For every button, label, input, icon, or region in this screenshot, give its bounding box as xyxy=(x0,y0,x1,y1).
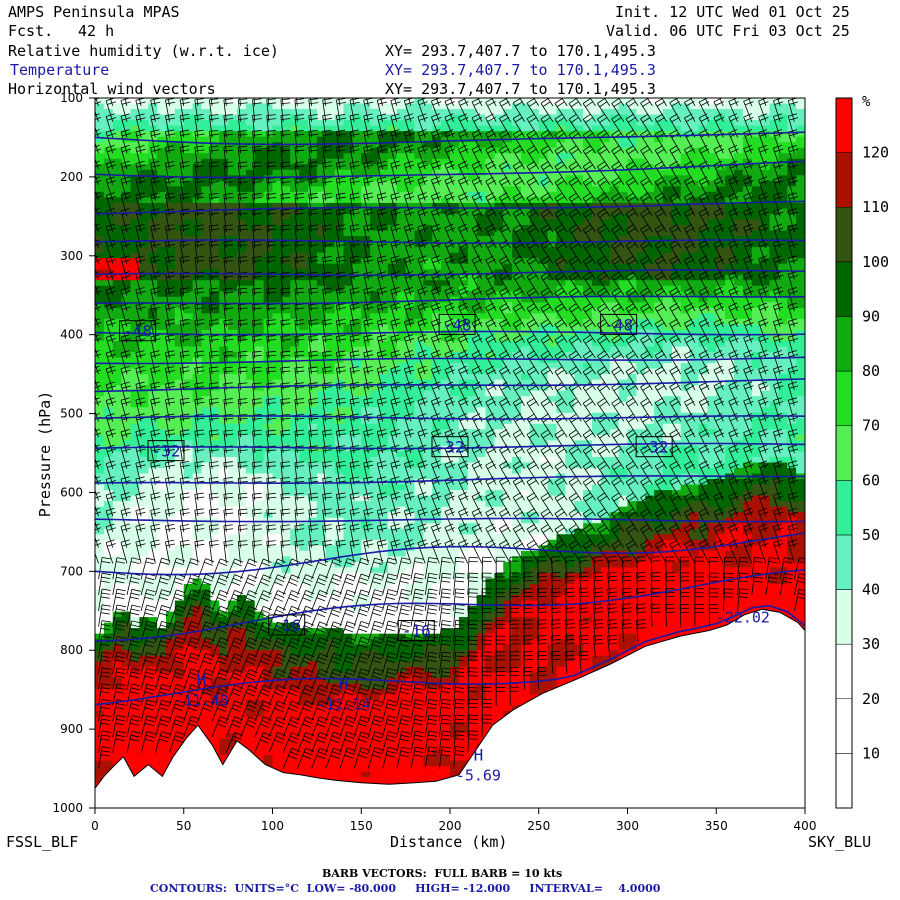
y-axis-label: Pressure (hPa) xyxy=(36,390,54,518)
colorbar-label-100: 100 xyxy=(862,253,889,271)
colorbar-label-30: 30 xyxy=(862,635,880,653)
contour-label-7: -16 xyxy=(397,620,435,641)
contour-label-3: -32 xyxy=(147,440,185,462)
colorbar-label-60: 60 xyxy=(862,471,880,489)
contour-label-2: -48 xyxy=(600,313,638,335)
y-tick-700: 700 xyxy=(60,564,83,578)
temperature-contours xyxy=(95,131,805,706)
colorbar-bin-4 xyxy=(835,534,853,590)
colorbar-bin-3 xyxy=(835,589,853,645)
y-tick-600: 600 xyxy=(60,485,83,499)
colorbar-label-80: 80 xyxy=(862,362,880,380)
extrema-marker-0: H xyxy=(197,671,207,690)
contour-label-0: -48 xyxy=(119,320,157,342)
contour-label-5: -32 xyxy=(635,436,673,458)
x-tick-350: 350 xyxy=(705,819,728,833)
colorbar-bin-5 xyxy=(835,480,853,536)
field-name-wind: Horizontal wind vectors xyxy=(8,80,216,98)
colorbar-bin-10 xyxy=(835,206,853,263)
colorbar-label-10: 10 xyxy=(862,744,880,762)
y-tick-100: 100 xyxy=(60,91,83,105)
extrema-marker-2: H xyxy=(474,745,484,764)
terrain xyxy=(95,608,805,808)
x-tick-300: 300 xyxy=(616,819,639,833)
extrema-value-1: -11.14 xyxy=(316,695,370,713)
valid-time: Valid. 06 UTC Fri 03 Oct 25 xyxy=(606,22,850,40)
axes: 0 50 100 150 200 250 300 350 400 100 200 300 400 500 6… xyxy=(52,91,816,833)
contour-legend: CONTOURS: UNITS=°C LOW= -80.000 HIGH= -1… xyxy=(150,882,661,895)
y-tick-500: 500 xyxy=(60,407,83,421)
colorbar-bin-8 xyxy=(835,316,853,372)
field-xy-wind: XY= 293.7,407.7 to 170.1,495.3 xyxy=(385,80,656,98)
colorbar-bin-12 xyxy=(835,97,853,153)
contour-label-4: -32 xyxy=(431,436,469,458)
colorbar-bin-11 xyxy=(835,152,853,208)
x-tick-0: 0 xyxy=(91,819,99,833)
y-tick-300: 300 xyxy=(60,249,83,263)
extrema-value-3: -22.02 xyxy=(716,609,770,627)
colorbar-bin-0 xyxy=(835,753,853,809)
init-time: Init. 12 UTC Wed 01 Oct 25 xyxy=(615,3,850,21)
contour-label-6: -16 xyxy=(268,614,306,636)
colorbar-label-50: 50 xyxy=(862,526,880,544)
colorbar-label-110: 110 xyxy=(862,198,889,216)
x-tick-400: 400 xyxy=(794,819,817,833)
colorbar-bin-6 xyxy=(835,425,853,481)
x-tick-50: 50 xyxy=(176,819,191,833)
x-tick-150: 150 xyxy=(350,819,373,833)
right-endpoint: SKY_BLU xyxy=(808,833,872,851)
extrema-marker-1: H xyxy=(339,674,349,693)
y-tick-800: 800 xyxy=(60,643,83,657)
field-xy-rh: XY= 293.7,407.7 to 170.1,495.3 xyxy=(385,42,656,60)
x-tick-250: 250 xyxy=(527,819,550,833)
wind-barbs xyxy=(95,98,805,769)
y-tick-1000: 1000 xyxy=(52,801,83,815)
forecast-label: Fcst. xyxy=(8,22,54,40)
x-tick-200: 200 xyxy=(439,819,462,833)
y-tick-900: 900 xyxy=(60,722,83,736)
colorbar-bin-1 xyxy=(835,698,853,754)
extrema-value-2: -5.69 xyxy=(456,766,501,784)
colorbar-bin-9 xyxy=(835,261,853,317)
x-tick-100: 100 xyxy=(261,819,284,833)
model-title: AMPS Peninsula MPAS xyxy=(8,3,180,21)
colorbar-label-70: 70 xyxy=(862,417,880,435)
colorbar-label-40: 40 xyxy=(862,581,880,599)
forecast-hours: 42 h xyxy=(78,22,115,40)
field-name-rh: Relative humidity (w.r.t. ice) xyxy=(8,42,279,60)
colorbar-bin-2 xyxy=(835,643,853,700)
contour-label-1: -48 xyxy=(438,313,476,335)
colorbar-unit: % xyxy=(862,94,871,110)
field-name-temperature: Temperature xyxy=(10,61,110,79)
extrema-value-0: -11.48 xyxy=(174,692,228,710)
colorbar-label-120: 120 xyxy=(862,144,889,162)
colorbar-label-90: 90 xyxy=(862,307,880,325)
colorbar-label-20: 20 xyxy=(862,690,880,708)
y-tick-400: 400 xyxy=(60,328,83,342)
y-tick-200: 200 xyxy=(60,170,83,184)
contour-labels: -48 -48 -48 -32 -32 -32 -16 -16 H -11.48 H -11.14 H -… xyxy=(119,313,770,784)
left-endpoint: FSSL_BLF xyxy=(6,833,79,851)
barb-legend: BARB VECTORS: FULL BARB = 10 kts xyxy=(322,867,563,880)
colorbar-bin-7 xyxy=(835,370,853,426)
field-xy-temperature: XY= 293.7,407.7 to 170.1,495.3 xyxy=(385,61,656,79)
colorbar: 10 20 30 40 50 60 70 80 90 100 110 120% xyxy=(835,94,889,809)
x-axis-label: Distance (km) xyxy=(390,833,508,851)
